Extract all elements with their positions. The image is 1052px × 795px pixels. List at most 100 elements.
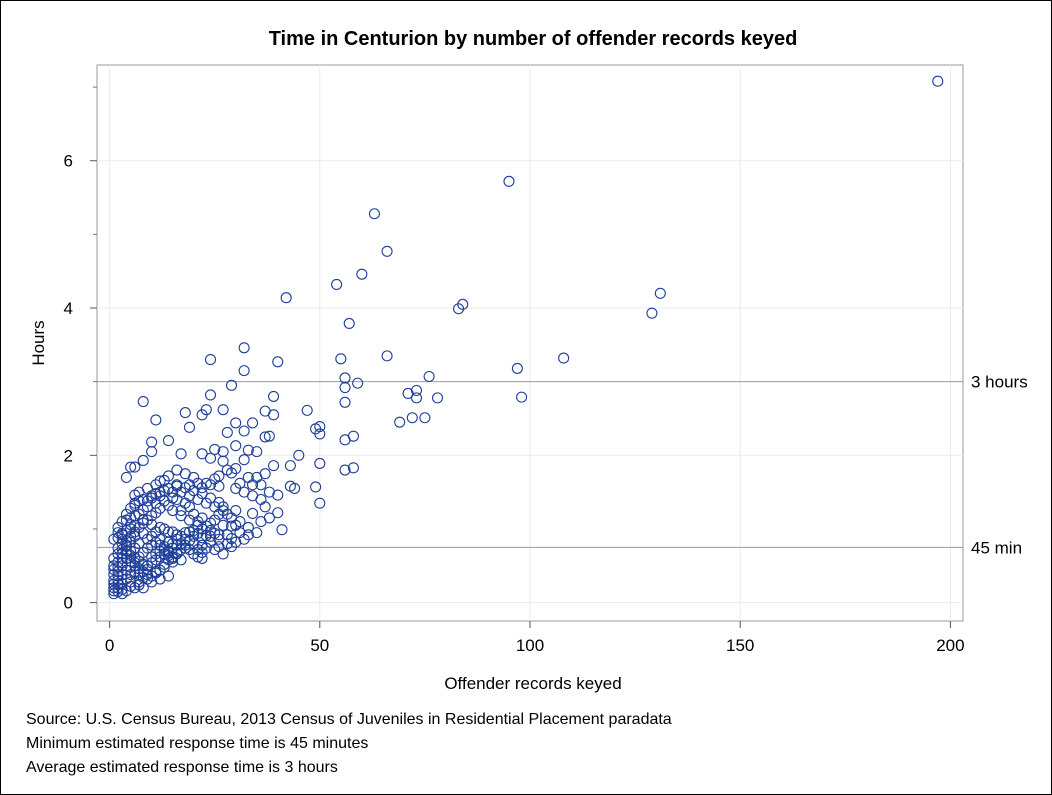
- data-point: [238, 425, 250, 437]
- data-point: [112, 574, 124, 587]
- data-point: [200, 404, 212, 416]
- data-point: [204, 389, 217, 401]
- data-point: [133, 495, 145, 507]
- data-point: [213, 496, 225, 508]
- data-point: [419, 412, 431, 424]
- data-point: [167, 504, 179, 517]
- data-point: [141, 563, 153, 576]
- data-point: [646, 307, 658, 319]
- data-point: [171, 548, 183, 560]
- average-time-note: Average estimated response time is 3 hou…: [26, 759, 338, 776]
- x-tick-label: 50: [310, 636, 329, 655]
- data-point: [263, 512, 275, 524]
- y-axis-ticks: 0 2 4 6: [64, 86, 97, 613]
- y-tick-label: 6: [64, 152, 73, 171]
- y-tick-label: 4: [64, 299, 73, 318]
- data-point: [272, 489, 284, 501]
- data-point: [242, 444, 254, 456]
- data-point: [183, 514, 196, 526]
- data-point: [314, 497, 326, 509]
- data-point: [268, 409, 280, 421]
- data-points: [108, 75, 944, 600]
- data-point: [932, 75, 944, 87]
- data-point: [137, 514, 149, 526]
- data-point: [221, 529, 233, 541]
- data-point: [280, 292, 292, 304]
- data-point: [217, 455, 229, 467]
- data-point: [356, 268, 368, 280]
- data-point: [339, 382, 351, 394]
- data-point: [516, 391, 528, 403]
- data-point: [452, 303, 465, 315]
- data-point: [503, 175, 515, 187]
- data-point: [339, 396, 351, 408]
- data-point: [259, 468, 271, 480]
- data-point: [225, 379, 238, 391]
- data-point: [141, 533, 153, 545]
- chart-title: Time in Centurion by number of offender …: [269, 28, 798, 50]
- data-point: [179, 407, 191, 419]
- data-point: [120, 548, 132, 560]
- reference-line-label: 45 min: [971, 538, 1022, 557]
- data-point: [175, 504, 187, 517]
- data-point: [209, 527, 221, 539]
- data-point: [217, 519, 229, 531]
- data-point: [558, 352, 570, 364]
- y-tick-label: 2: [64, 446, 73, 465]
- data-point: [339, 464, 351, 476]
- data-point: [175, 448, 187, 460]
- reference-lines: 3 hours 45 min: [97, 373, 1028, 557]
- data-point: [129, 461, 141, 473]
- data-point: [238, 342, 250, 354]
- data-point: [137, 395, 149, 408]
- x-tick-label: 200: [936, 636, 964, 655]
- data-point: [251, 527, 263, 539]
- data-point: [179, 527, 191, 539]
- data-point: [230, 417, 242, 429]
- data-point: [394, 416, 406, 428]
- data-point: [150, 414, 162, 426]
- data-point: [171, 464, 183, 476]
- data-point: [314, 457, 326, 469]
- source-note: Source: U.S. Census Bureau, 2013 Census …: [26, 711, 672, 728]
- data-point: [289, 482, 301, 494]
- data-point: [154, 475, 166, 487]
- data-point: [188, 524, 200, 536]
- data-point: [112, 532, 124, 544]
- data-point: [410, 392, 423, 404]
- reference-line-label: 3 hours: [971, 373, 1028, 392]
- scatter-chart: Time in Centurion by number of offender …: [29, 28, 1028, 693]
- data-point: [234, 477, 246, 489]
- data-point: [129, 489, 141, 501]
- data-point: [310, 481, 322, 493]
- data-point: [196, 448, 208, 460]
- data-point: [129, 557, 141, 569]
- data-point: [293, 449, 305, 461]
- data-point: [347, 462, 359, 474]
- data-point: [129, 510, 141, 522]
- data-point: [158, 474, 170, 486]
- data-point: [125, 461, 137, 473]
- data-point: [511, 362, 523, 374]
- x-axis-ticks: 0 50 100 150 200: [105, 621, 965, 655]
- data-point: [120, 471, 132, 483]
- data-point: [368, 208, 381, 220]
- data-point: [238, 454, 250, 466]
- data-point: [268, 390, 280, 402]
- data-point: [423, 370, 435, 383]
- data-point: [251, 446, 263, 458]
- data-point: [230, 440, 242, 452]
- data-point: [162, 546, 175, 559]
- data-point: [238, 533, 250, 545]
- data-point: [301, 404, 313, 416]
- x-tick-label: 0: [105, 636, 114, 655]
- data-point: [158, 495, 170, 507]
- data-point: [225, 512, 238, 524]
- data-point: [204, 354, 217, 366]
- data-point: [125, 518, 137, 531]
- data-point: [310, 423, 322, 435]
- data-point: [238, 486, 250, 498]
- data-point: [209, 473, 221, 485]
- data-point: [276, 524, 288, 536]
- data-point: [343, 317, 355, 330]
